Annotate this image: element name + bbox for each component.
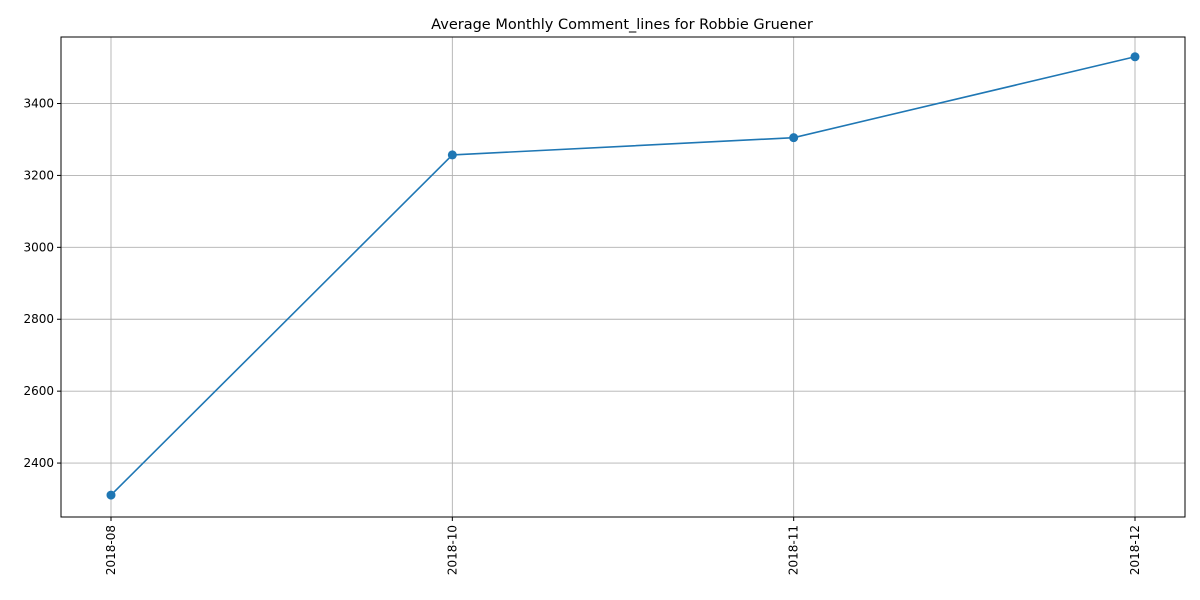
chart-title: Average Monthly Comment_lines for Robbie… <box>431 17 813 33</box>
data-point <box>789 133 799 143</box>
y-tick-label: 3200 <box>23 168 54 182</box>
y-tick-label: 2400 <box>23 456 54 470</box>
data-point <box>106 490 116 500</box>
data-point <box>447 150 457 160</box>
data-point <box>1130 52 1140 62</box>
plot-frame <box>60 36 1186 518</box>
y-tick-label: 2800 <box>23 312 54 326</box>
x-tick-label: 2018-08 <box>104 525 118 575</box>
x-tick-label: 2018-10 <box>445 525 459 575</box>
x-tick-label: 2018-11 <box>787 525 801 575</box>
y-tick-label: 2600 <box>23 384 54 398</box>
series-layer <box>106 52 1140 500</box>
series-line <box>110 55 1136 496</box>
y-tick-label: 3400 <box>23 97 54 111</box>
grid-layer <box>61 37 1185 517</box>
y-tick-label: 3000 <box>23 240 54 254</box>
x-tick-label: 2018-12 <box>1128 525 1142 575</box>
axis-layer: 2400 2600 2800 3000 3200 3400 2018-08 2018-10 20… <box>23 36 1186 575</box>
